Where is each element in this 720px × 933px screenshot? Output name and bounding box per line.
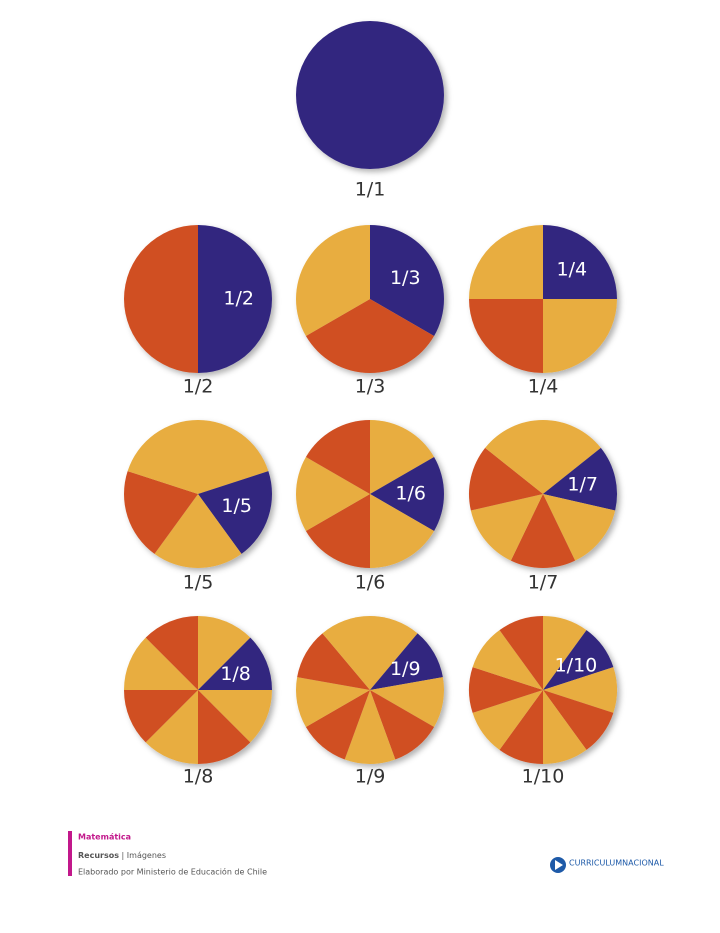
slice: [305, 420, 370, 494]
slice: [370, 633, 443, 690]
fraction-circles: 1/1 1/2 1/2 1/3 1/3 1/4 1/4 1/5 1/5 1/6 1/6 1/7 1/7 1…: [124, 21, 617, 788]
slice: [543, 667, 617, 713]
slice: [322, 616, 370, 690]
logo-text: CURRICULUMNACIONAL: [569, 859, 664, 868]
footer: Matemática Recursos | Imágenes Elaborado…: [68, 831, 664, 877]
circle-label: 1/1: [355, 179, 386, 201]
slice: [510, 494, 576, 568]
fraction-circle: [296, 420, 444, 568]
slice-label: 1/3: [390, 267, 421, 289]
slice: [543, 225, 617, 299]
fraction-circle: [124, 420, 272, 568]
slice: [472, 690, 543, 750]
slice: [469, 447, 543, 511]
slice: [370, 457, 444, 531]
slice: [127, 420, 198, 494]
slice: [198, 690, 251, 764]
slice: [543, 299, 617, 373]
slice: [124, 471, 198, 554]
slice: [305, 690, 370, 760]
circle-label: 1/4: [528, 376, 559, 398]
slice: [198, 225, 272, 373]
fraction-circle: [296, 225, 444, 373]
slice: [198, 690, 272, 743]
slice: [297, 633, 370, 690]
footer-credit: Elaborado por Ministerio de Educación de…: [78, 867, 267, 877]
slice: [296, 225, 370, 336]
circle-label: 1/5: [183, 572, 214, 594]
slice: [198, 471, 272, 554]
slice: [499, 616, 543, 690]
slice: [198, 616, 251, 690]
slice: [296, 457, 370, 531]
slice-label: 1/10: [555, 655, 598, 677]
slice-label: 1/2: [223, 288, 254, 310]
slice: [499, 690, 543, 764]
circle-label: 1/8: [183, 766, 214, 788]
slice: [124, 637, 198, 690]
slice: [198, 637, 272, 690]
slice-label: 1/8: [220, 663, 251, 685]
circle-label: 1/7: [528, 572, 559, 594]
slice: [370, 494, 435, 568]
fraction-circle: [469, 225, 617, 373]
slice: [470, 494, 543, 561]
footer-separator: |: [122, 851, 125, 860]
slice: [344, 690, 396, 764]
circle-label: 1/9: [355, 766, 386, 788]
footer-section-name: Recursos: [78, 851, 119, 860]
slice: [124, 690, 198, 743]
fraction-circle: [469, 616, 617, 764]
fraction-circle: [296, 21, 444, 169]
slice-label: 1/5: [221, 495, 252, 517]
slice-label: 1/9: [390, 658, 421, 680]
slice: [145, 616, 198, 690]
slice: [370, 690, 435, 760]
slice: [543, 690, 587, 764]
fraction-circle: [124, 225, 272, 373]
slice: [543, 630, 614, 690]
slice: [472, 630, 543, 690]
fraction-circle: [124, 616, 272, 764]
slice-label: 1/7: [567, 473, 598, 495]
slice: [145, 690, 198, 764]
slice: [543, 616, 587, 690]
slice: [305, 494, 370, 568]
slice: [296, 677, 370, 727]
circle-label: 1/6: [355, 572, 386, 594]
slice: [154, 494, 242, 568]
circle-label: 1/10: [522, 766, 565, 788]
slice: [370, 225, 444, 336]
slice: [370, 616, 418, 690]
slice: [296, 21, 444, 169]
slice: [485, 419, 543, 494]
circle-label: 1/3: [355, 376, 386, 398]
footer-subsection: Imágenes: [127, 851, 166, 860]
slice-label: 1/6: [395, 483, 426, 505]
circle-label: 1/2: [183, 376, 214, 398]
fraction-circle: [469, 419, 617, 568]
fraction-circle: [296, 616, 444, 764]
slice: [469, 225, 543, 299]
slice: [469, 667, 543, 713]
slice: [469, 299, 543, 373]
slice: [198, 420, 269, 494]
logo-play: [555, 860, 563, 870]
slice: [370, 420, 435, 494]
footer-section: Recursos | Imágenes: [78, 851, 166, 860]
footer-subject: Matemática: [78, 833, 131, 842]
footer-bar: [68, 831, 72, 876]
slice: [543, 447, 617, 511]
slice-label: 1/4: [556, 259, 587, 281]
slice: [543, 419, 601, 494]
slice: [543, 690, 614, 750]
slice: [370, 677, 444, 727]
slice: [543, 494, 616, 561]
slice: [124, 225, 198, 373]
